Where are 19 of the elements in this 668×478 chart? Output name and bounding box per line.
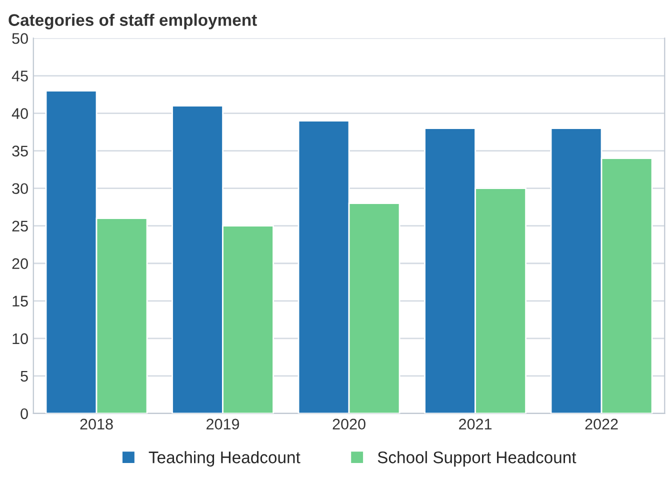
legend-label: Teaching Headcount [148,451,300,467]
y-tick-label: 30 [12,183,28,194]
y-tick-label: 10 [12,333,28,344]
y-tick-label: 20 [12,258,28,270]
y-tick-label: 35 [12,146,28,156]
y-tick-label: 25 [12,220,28,232]
chart-title: Categories of staff employment [8,14,257,30]
y-tick-label: 5 [20,370,28,382]
y-tick-label: 50 [12,33,28,44]
x-tick-label: 2022 [585,418,618,430]
x-tick-label: 2020 [332,418,366,430]
y-tick-label: 40 [12,108,28,119]
y-tick-label: 15 [12,296,28,307]
legend-label: School Support Headcount [378,451,576,467]
y-tick-label: 0 [20,408,28,420]
x-tick-label: 2018 [80,418,113,430]
x-tick-label: 2021 [459,418,492,430]
x-tick-label: 2019 [206,418,240,430]
y-tick-label: 45 [12,70,28,82]
